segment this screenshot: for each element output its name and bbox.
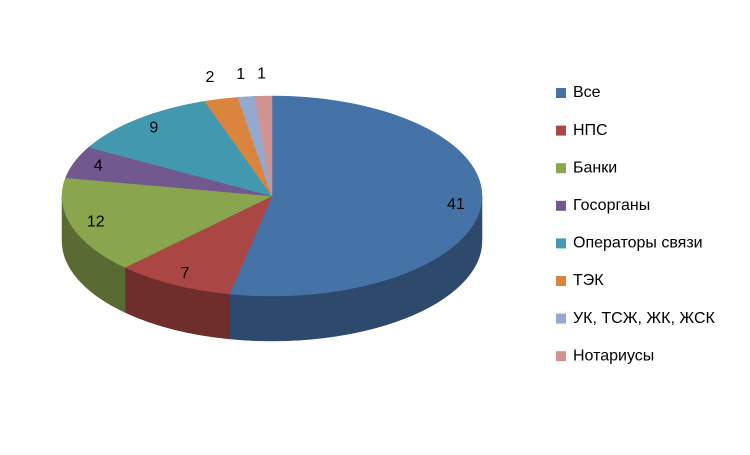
legend-swatch <box>556 351 566 362</box>
legend-label: НПС <box>573 122 608 139</box>
legend-label: Все <box>573 84 601 101</box>
legend-label: Банки <box>573 159 617 176</box>
data-label: 41 <box>447 196 465 213</box>
slice <box>88 101 273 197</box>
legend-swatch <box>556 163 566 174</box>
data-label: 7 <box>181 265 190 282</box>
slice <box>229 95 483 297</box>
pie-sides <box>61 195 483 342</box>
data-label: 1 <box>257 65 266 82</box>
legend-label: Нотариусы <box>573 347 654 364</box>
slice <box>254 95 273 197</box>
legend-swatch <box>556 200 566 211</box>
data-label: 1 <box>236 66 245 83</box>
legend-label: ТЭК <box>573 272 604 289</box>
pie-tops <box>61 95 483 297</box>
data-label: 9 <box>149 120 158 137</box>
legend-swatch <box>556 125 566 136</box>
data-label: 4 <box>94 157 103 174</box>
legend-swatch <box>556 313 566 324</box>
data-label: 12 <box>87 214 105 231</box>
legend-label: Госорганы <box>573 197 650 214</box>
slice <box>124 195 273 295</box>
legend-label: УК, ТСЖ, ЖК, ЖСК <box>573 310 716 327</box>
legend-swatch <box>556 238 566 249</box>
legend-label: Операторы связи <box>573 235 703 252</box>
legend-swatch <box>556 88 566 98</box>
data-label: 2 <box>205 69 214 86</box>
legend-swatch <box>556 276 566 286</box>
slice <box>61 177 273 268</box>
